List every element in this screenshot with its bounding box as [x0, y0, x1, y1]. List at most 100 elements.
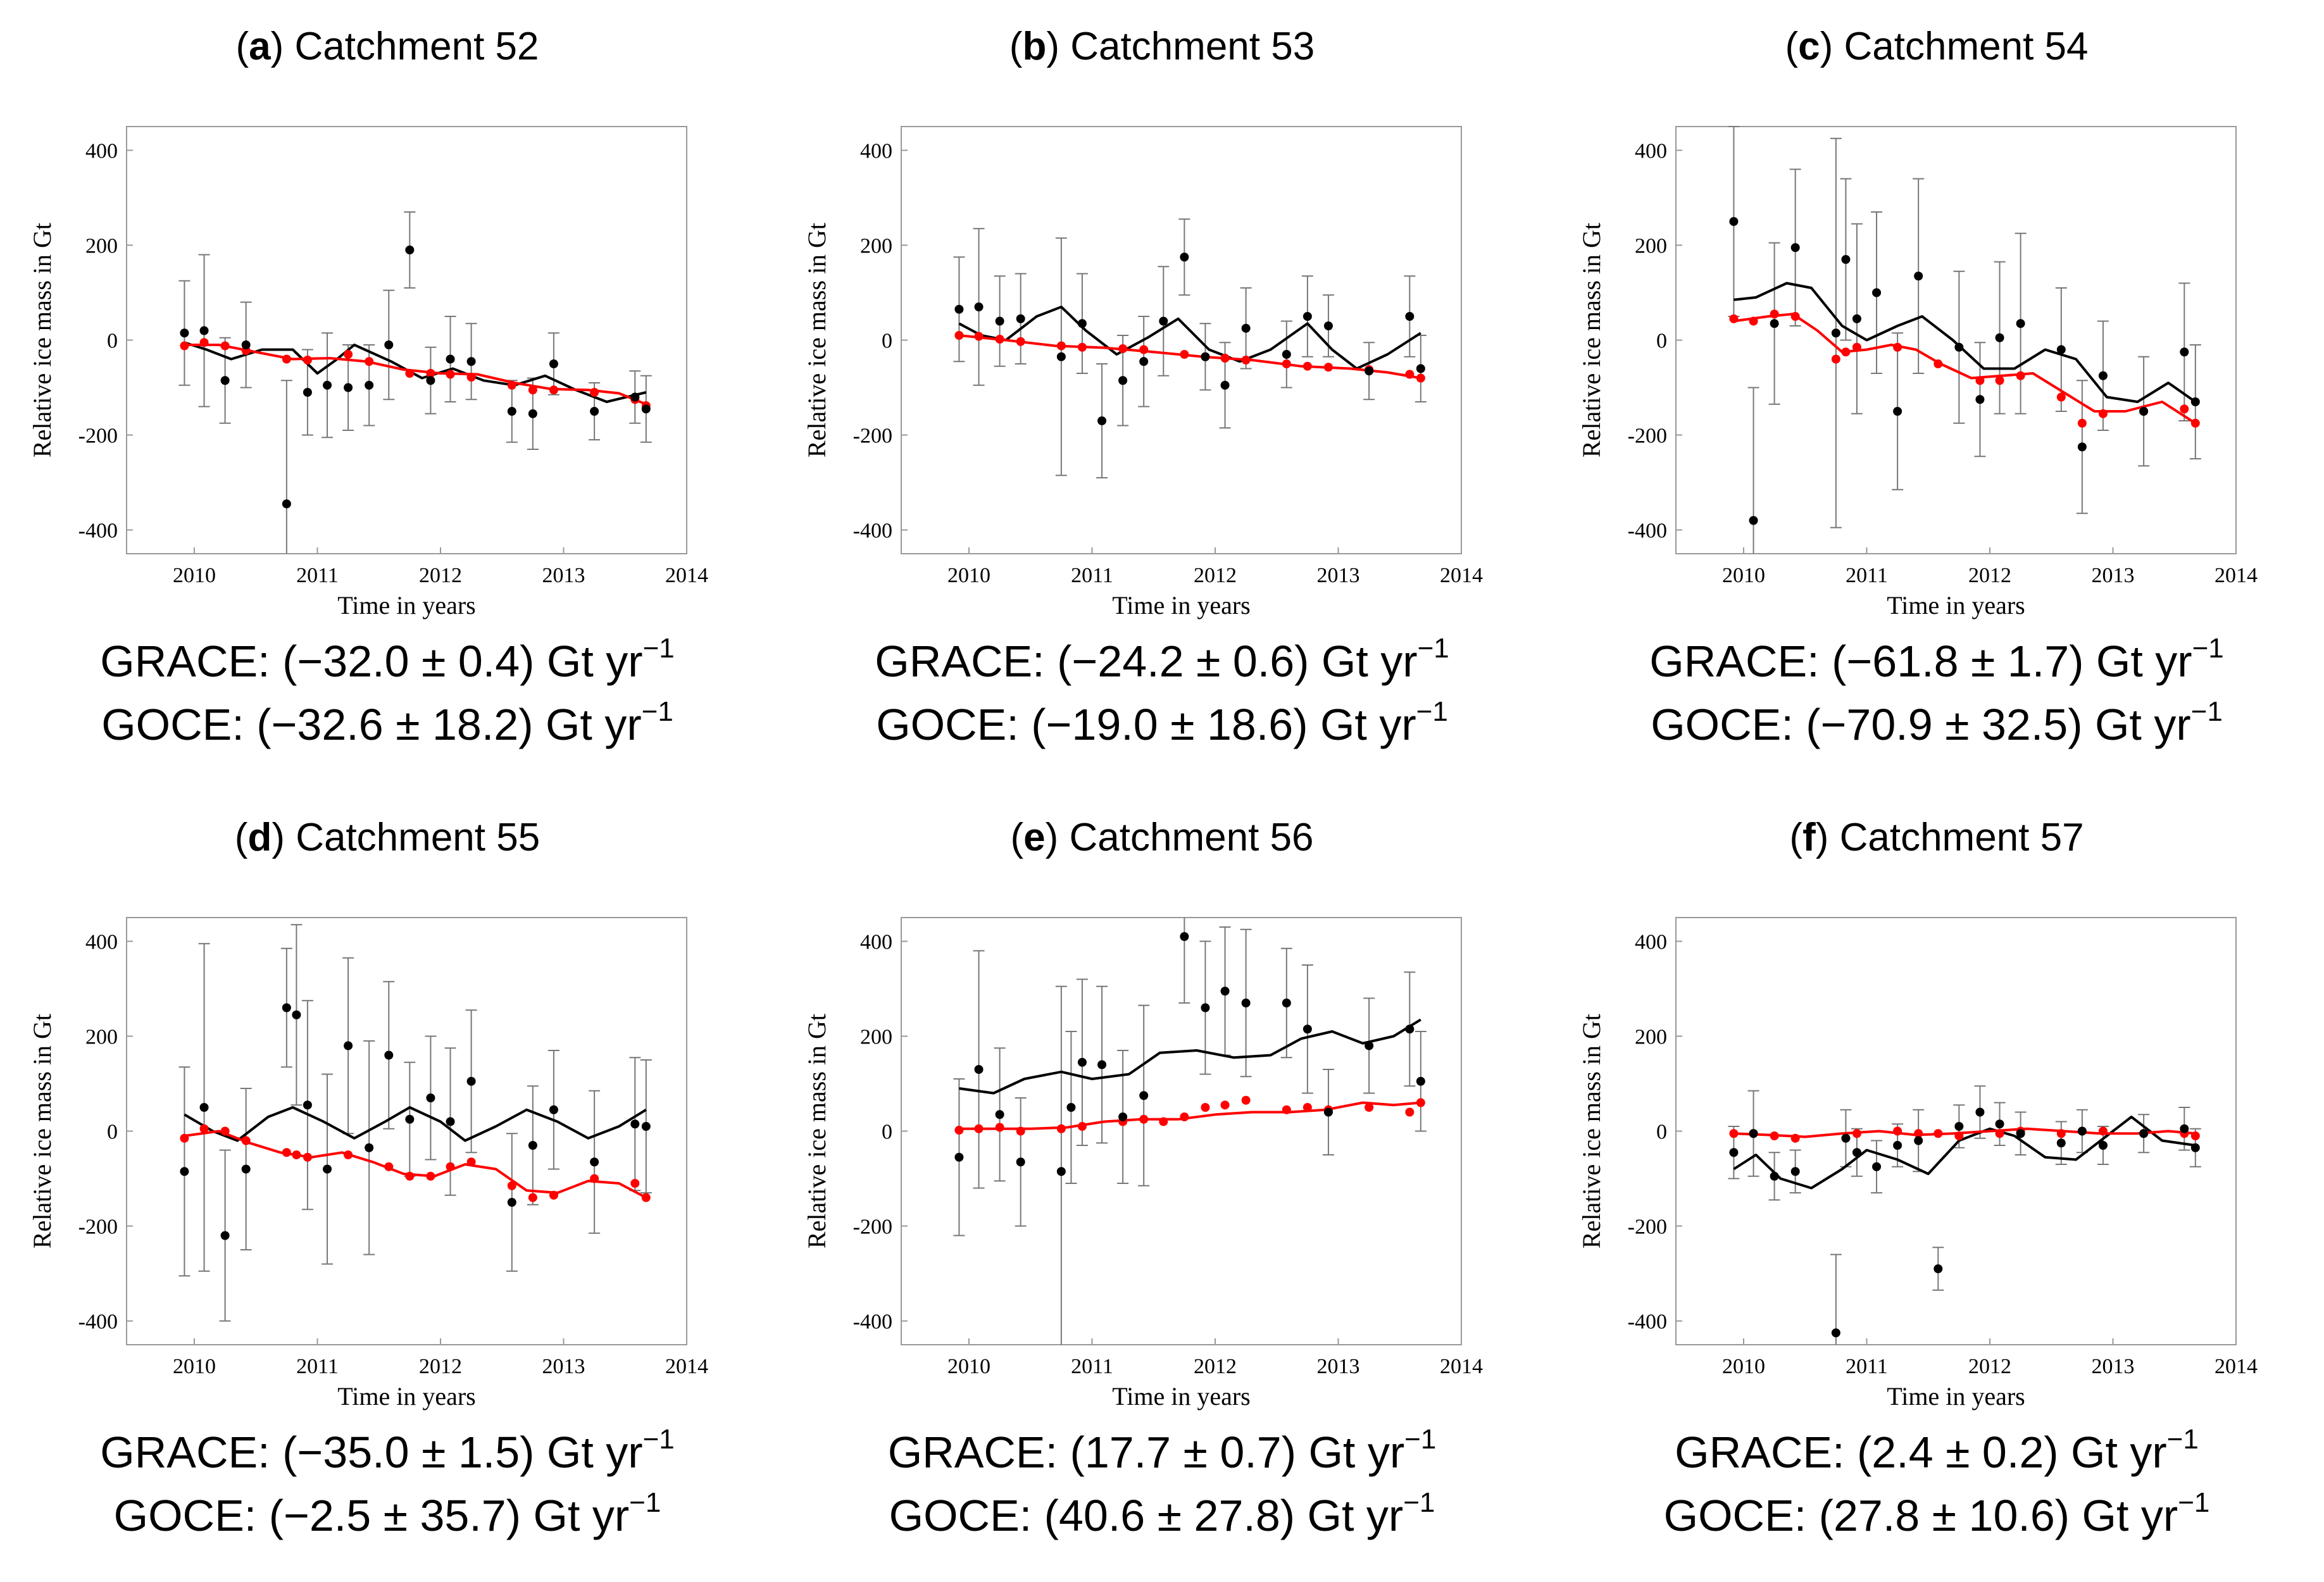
goce-point	[1303, 312, 1312, 321]
y-tick-label: 400	[860, 931, 892, 954]
grace-point	[1159, 1117, 1168, 1126]
panel-catchment-56: (e) Catchment 56 2010 2011 2012 2013 2014 400…	[775, 791, 1549, 1582]
goce-point	[1841, 255, 1851, 264]
grace-point	[1323, 363, 1333, 372]
grace-point	[995, 335, 1004, 344]
goce-point	[590, 407, 599, 416]
goce-point	[466, 1076, 476, 1086]
grace-point	[1749, 316, 1758, 326]
grace-point	[1893, 1126, 1902, 1136]
goce-point	[1303, 1025, 1312, 1034]
y-axis-label: Relative ice mass in Gt	[28, 1014, 56, 1249]
goce-point	[1139, 1091, 1149, 1100]
goce-point	[1975, 395, 1985, 404]
goce-point	[1365, 1041, 1374, 1050]
goce-point	[1097, 1060, 1107, 1069]
goce-rate-value: (27.8 ± 10.6)	[1818, 1491, 2070, 1540]
goce-point	[995, 316, 1004, 326]
grace-point	[292, 1150, 301, 1159]
x-axis-label: Time in years	[1887, 591, 2025, 620]
x-tick-label: 2010	[947, 564, 990, 587]
goce-point	[1872, 288, 1882, 297]
x-tick-label: 2011	[1846, 1355, 1888, 1378]
grace-point	[1914, 1129, 1923, 1138]
plot-frame	[126, 126, 687, 554]
goce-trend-line	[184, 1106, 647, 1142]
y-axis-label: Relative ice mass in Gt	[803, 1014, 831, 1249]
goce-point	[528, 409, 537, 418]
goce-point	[641, 1122, 651, 1131]
goce-point	[528, 1141, 537, 1150]
y-tick-label: -400	[78, 520, 118, 543]
grace-point	[282, 354, 291, 364]
grace-point	[590, 1174, 599, 1183]
grace-point	[2098, 1126, 2108, 1136]
goce-point	[2056, 1138, 2066, 1148]
x-tick-label: 2011	[1071, 1355, 1113, 1378]
y-tick-label: 0	[1656, 330, 1667, 353]
goce-point	[1323, 1107, 1333, 1117]
goce-point	[1180, 932, 1189, 941]
y-tick-label: -200	[853, 425, 892, 448]
goce-point	[1282, 350, 1291, 359]
goce-point	[405, 1114, 415, 1124]
x-tick-label: 2014	[665, 1355, 708, 1378]
panel-title: (f) Catchment 57	[1789, 816, 2084, 859]
goce-point	[303, 1100, 312, 1110]
grace-point	[1770, 1131, 1779, 1140]
x-tick-label: 2010	[173, 1355, 216, 1378]
grace-point	[954, 1126, 964, 1135]
goce-point	[2190, 1143, 2200, 1152]
chart-catchment-55: 2010 2011 2012 2013 2014 400 200 0 -200 -400 Time …	[28, 917, 708, 1411]
grace-point	[241, 1136, 251, 1145]
y-tick-label: 200	[1635, 235, 1667, 258]
grace-point	[1790, 1133, 1800, 1143]
y-tick-label: -400	[1628, 520, 1667, 543]
grace-point	[1016, 1126, 1025, 1136]
goce-point	[1056, 1167, 1066, 1176]
x-tick-label: 2013	[2091, 1355, 2134, 1378]
grace-point	[199, 1124, 209, 1133]
grace-point	[974, 1124, 984, 1133]
goce-point	[1872, 1162, 1882, 1171]
goce-trend-line	[958, 306, 1421, 370]
goce-point	[1241, 999, 1251, 1007]
grace-point	[954, 331, 964, 340]
grace-point	[1934, 1129, 1943, 1138]
grace-rate-line: GRACE: (2.4 ± 0.2) Gt yr−1	[1675, 1424, 2199, 1478]
goce-point	[1405, 312, 1415, 321]
goce-point	[1066, 1103, 1076, 1112]
x-tick-label: 2013	[542, 564, 585, 587]
grace-point	[1405, 370, 1415, 379]
goce-point	[1405, 1025, 1415, 1034]
x-tick-label: 2011	[1846, 564, 1888, 587]
y-tick-label: 400	[1635, 140, 1667, 163]
plot-frame	[901, 126, 1462, 554]
x-axis-label: Time in years	[1112, 591, 1251, 620]
y-tick-label: 0	[107, 1121, 118, 1144]
goce-point	[220, 376, 230, 385]
y-axis-label: Relative ice mass in Gt	[28, 223, 56, 458]
x-tick-label: 2014	[2215, 564, 2258, 587]
goce-point	[365, 1143, 374, 1152]
grace-rate-line: GRACE: (−61.8 ± 1.7) Gt yr−1	[1649, 633, 2224, 687]
goce-rate-line: GOCE: (−19.0 ± 18.6) Gt yr−1	[876, 696, 1448, 750]
grace-trend-line	[1734, 313, 2196, 425]
chart-catchment-54: 2010 2011 2012 2013 2014 400 200 0 -200 -400 Time …	[1577, 126, 2258, 620]
grace-point	[1220, 1100, 1230, 1110]
y-tick-label: -200	[1628, 1216, 1667, 1239]
goce-point	[1159, 316, 1168, 326]
x-tick-label: 2010	[1722, 1355, 1765, 1378]
x-tick-label: 2013	[2091, 564, 2134, 587]
y-tick-label: 200	[860, 1026, 892, 1049]
grace-point	[1841, 347, 1851, 357]
grace-rate-line: GRACE: (−35.0 ± 1.5) Gt yr−1	[100, 1424, 675, 1478]
goce-point	[446, 354, 455, 364]
panel-catchment-57: (f) Catchment 57 2010 2011 2012 2013 2014 400…	[1549, 791, 2324, 1582]
grace-point	[466, 1157, 476, 1167]
x-tick-label: 2013	[542, 1355, 585, 1378]
x-axis-label: Time in years	[1887, 1382, 2025, 1411]
x-tick-label: 2014	[2215, 1355, 2258, 1378]
grace-point	[1416, 373, 1425, 383]
grace-point	[1139, 1114, 1149, 1124]
